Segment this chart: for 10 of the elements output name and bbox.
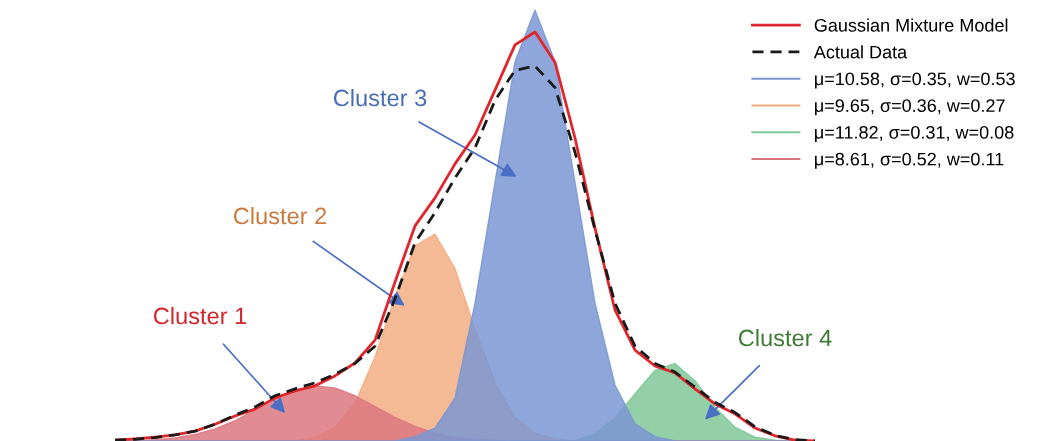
legend-label: μ=10.58, σ=0.35, w=0.53 xyxy=(815,72,1015,89)
annotation: Cluster 4 xyxy=(738,329,832,347)
legend-label: μ=9.65, σ=0.36, w=0.27 xyxy=(815,99,1005,116)
annotation: Cluster 1 xyxy=(153,307,247,325)
legend-label: μ=8.61, σ=0.52, w=0.11 xyxy=(815,152,1004,169)
legend-label: μ=11.82, σ=0.31, w=0.08 xyxy=(815,125,1014,143)
legend-label: Gaussian Mixture Model xyxy=(814,18,1008,32)
annotation: Cluster 3 xyxy=(333,89,427,107)
legend-label: Actual Data xyxy=(813,45,908,59)
annotation: Cluster 2 xyxy=(233,207,327,225)
